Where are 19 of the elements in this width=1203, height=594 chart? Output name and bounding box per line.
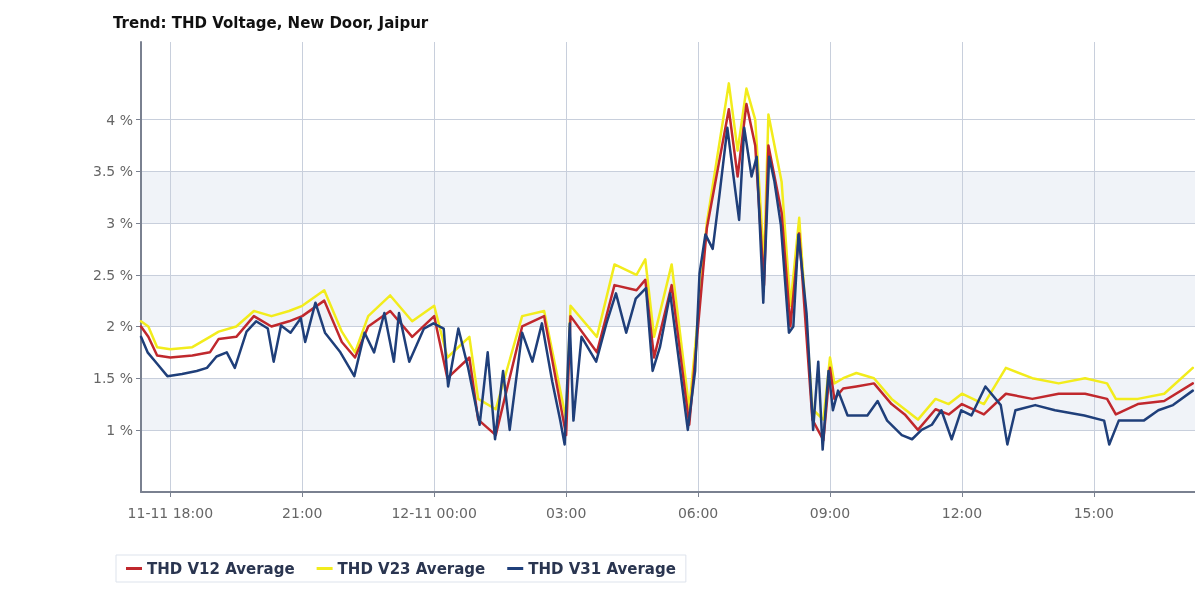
x-tick-label: 09:00 bbox=[809, 505, 851, 521]
legend-label: THD V31 Average bbox=[528, 559, 676, 578]
y-tick-label: 1 % bbox=[106, 421, 133, 438]
x-tick-label: 12-11 00:00 bbox=[391, 505, 477, 521]
x-tick-label: 12:00 bbox=[941, 505, 983, 521]
x-tick-label: 11-11 18:00 bbox=[127, 505, 214, 521]
y-tick-label: 1.5 % bbox=[92, 370, 133, 387]
y-tick-label: 3.5 % bbox=[92, 163, 133, 180]
y-tick-label: 2 % bbox=[106, 318, 133, 335]
y-tick-label: 4 % bbox=[106, 111, 133, 128]
legend-label: THD V12 Average bbox=[147, 559, 295, 578]
chart-title: Trend: THD Voltage, New Door, Jaipur bbox=[113, 13, 429, 32]
x-tick-label: 21:00 bbox=[282, 505, 323, 521]
legend-label: THD V23 Average bbox=[337, 559, 486, 578]
x-tick-label: 03:00 bbox=[545, 505, 587, 521]
y-tick-label: 2.5 % bbox=[92, 266, 133, 283]
x-tick-label: 15:00 bbox=[1073, 505, 1115, 521]
x-tick-label: 06:00 bbox=[677, 505, 719, 521]
y-tick-label: 3 % bbox=[106, 215, 133, 232]
